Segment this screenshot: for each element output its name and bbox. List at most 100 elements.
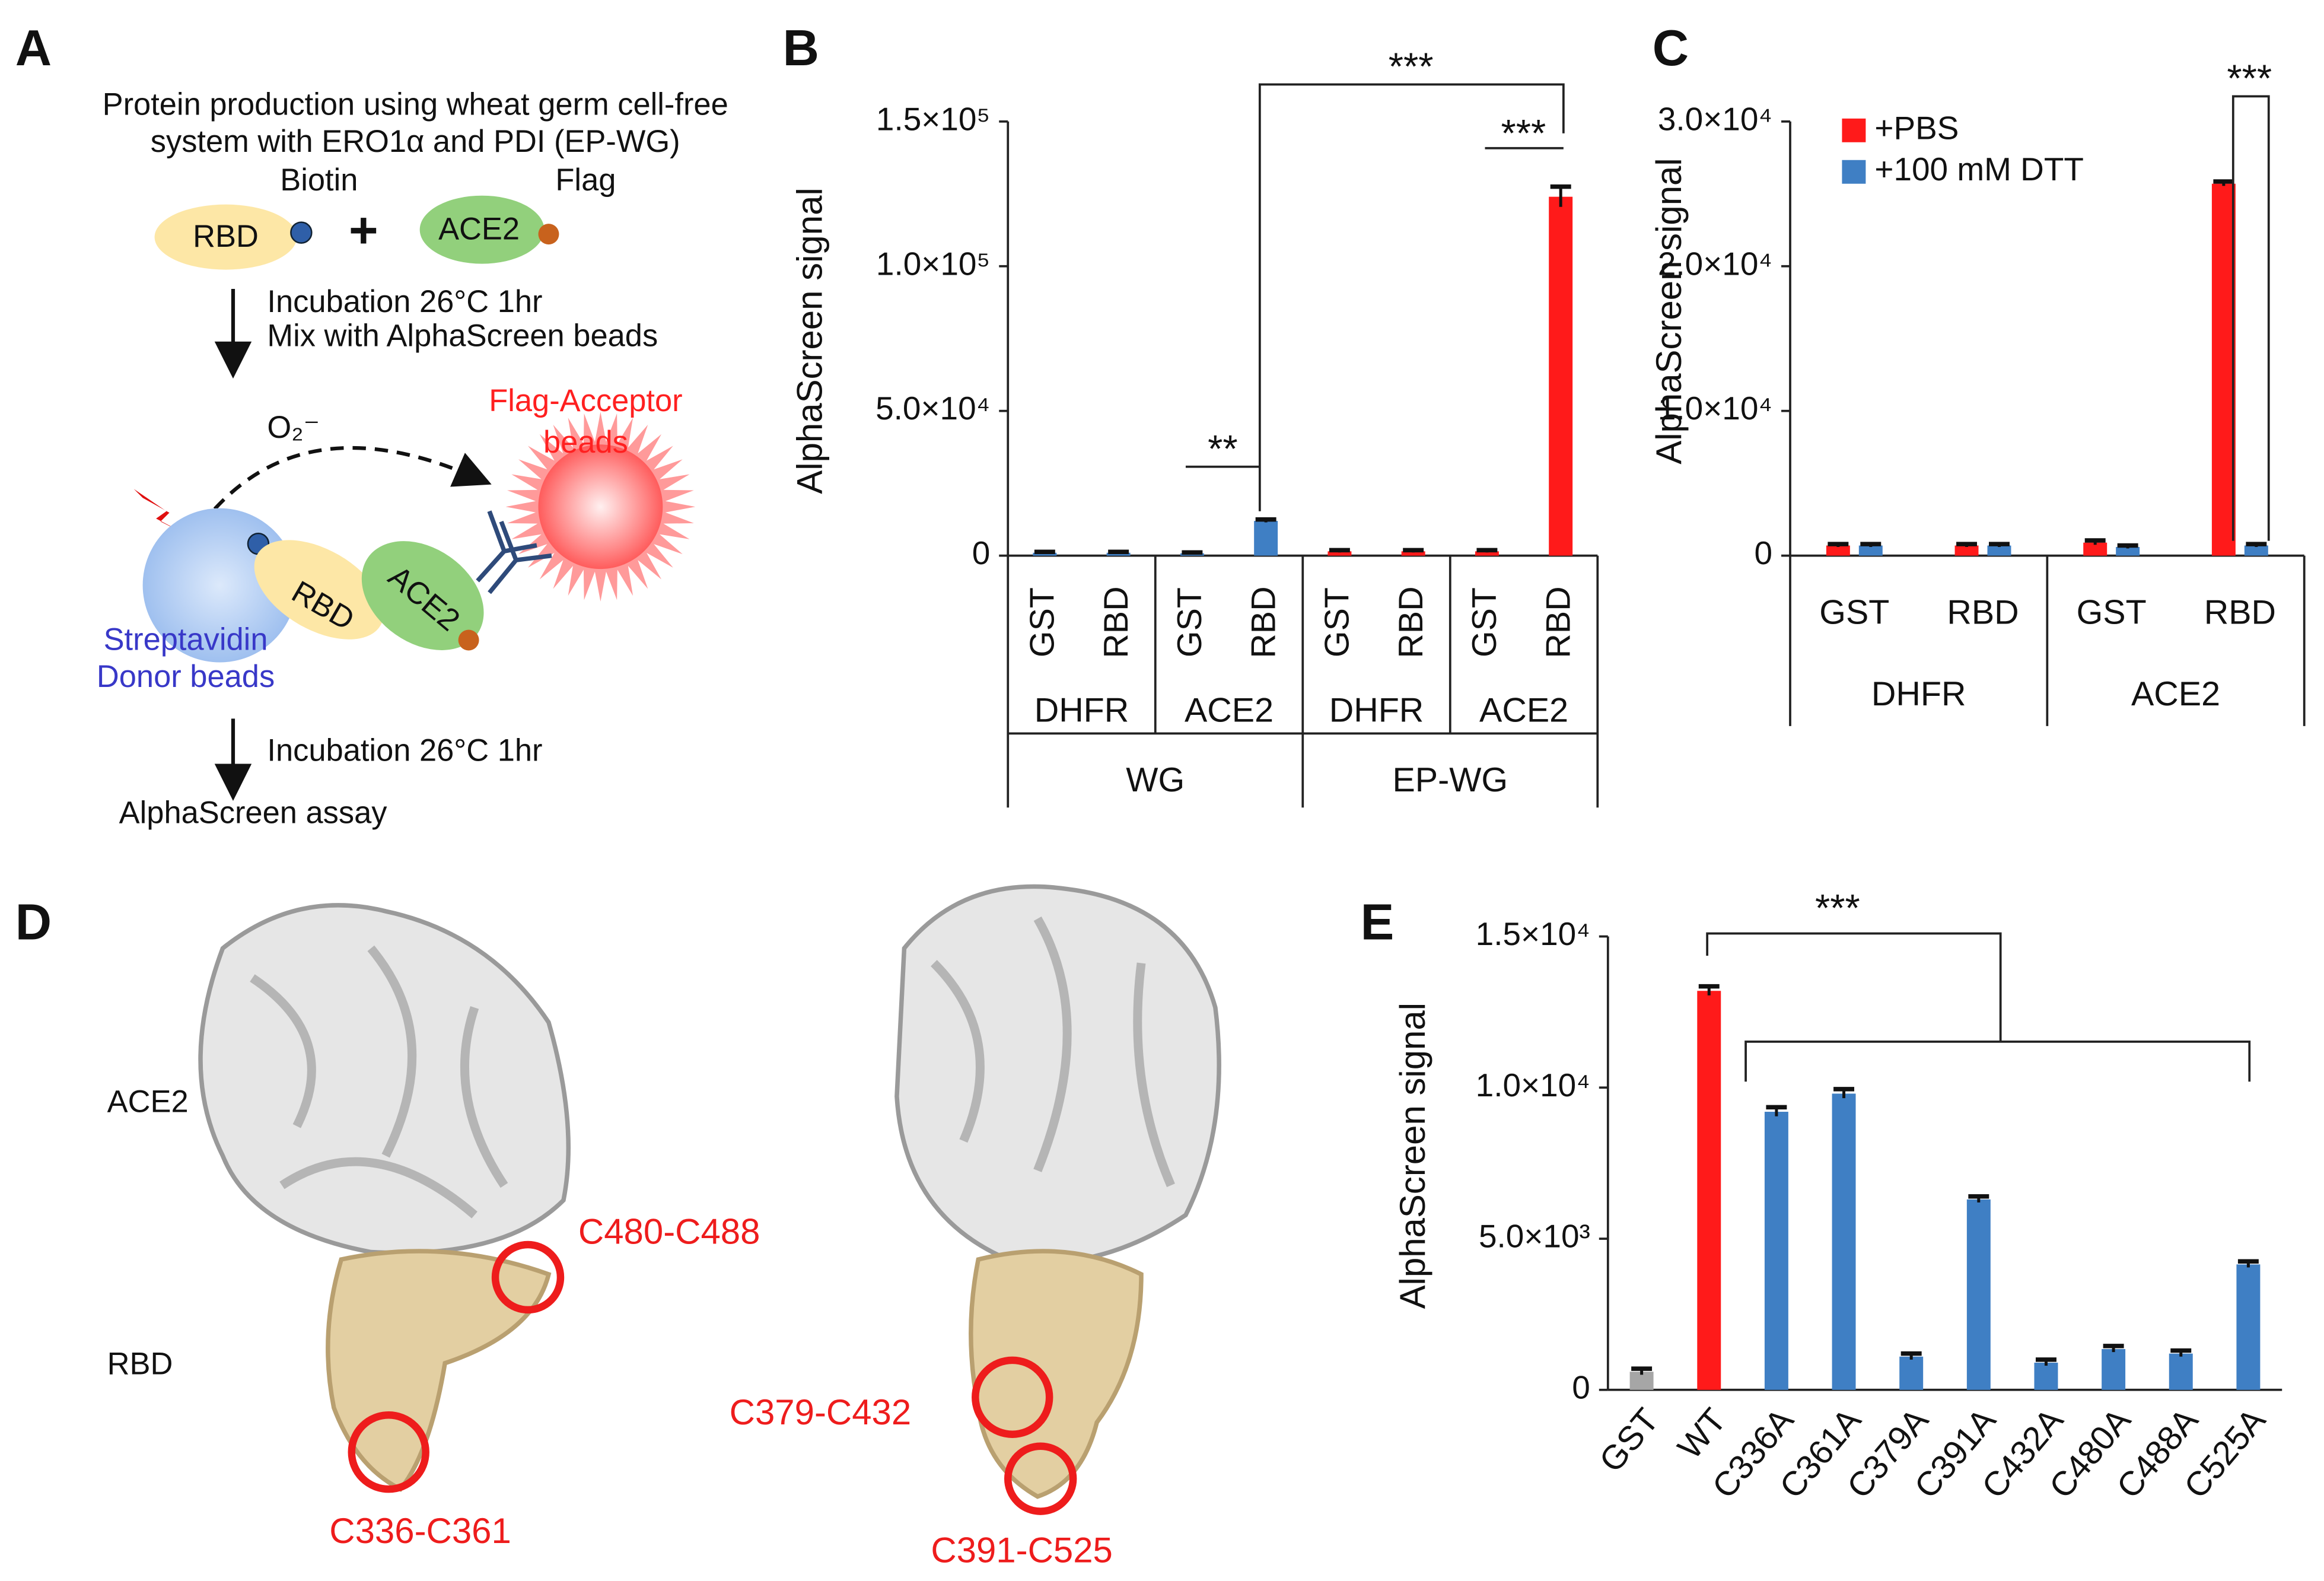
step-line: Incubation 26°C 1hr (267, 734, 542, 768)
error-bar (2170, 1348, 2192, 1357)
ace2-structure (894, 884, 1221, 1265)
bracket (2231, 95, 2270, 541)
y-axis-label: AlphaScreen signal (789, 187, 829, 494)
legend-swatch (1842, 160, 1866, 184)
bar (1327, 551, 1352, 556)
bar (1475, 551, 1499, 556)
error-bar (2084, 538, 2106, 545)
bar (1106, 552, 1131, 556)
annotation: *** (2227, 57, 2272, 100)
bracket (1744, 1040, 2251, 1082)
y-tick-label: 1.0×10⁵ (876, 245, 990, 282)
bar (2034, 1362, 2058, 1390)
error-bar (1766, 1105, 1787, 1116)
site-circle (491, 1240, 565, 1314)
bar (1966, 1199, 1991, 1390)
ribbons (250, 945, 508, 1219)
error-bar (1476, 548, 1498, 553)
error-bar (1034, 549, 1055, 555)
annotation: *** (1815, 886, 1860, 930)
step-line: Incubation 26°C 1hr (267, 285, 542, 319)
panel-label: C (1653, 20, 1689, 76)
error-bar (1900, 1351, 1922, 1360)
group-label: DHFR (1034, 692, 1129, 730)
o2-label: O₂⁻ (267, 411, 320, 445)
y-tick-label: 1.0×10⁴ (1476, 1067, 1590, 1103)
bar (1899, 1356, 1924, 1390)
ribbons (931, 916, 1175, 1188)
error-bar (2035, 1357, 2056, 1366)
rbd-structure (969, 1249, 1144, 1499)
bar (2211, 183, 2236, 556)
group-label: DHFR (1871, 675, 1966, 713)
rbd-structure (326, 1249, 552, 1492)
error-bar (1182, 550, 1203, 555)
y-tick-label: 1.5×10⁵ (876, 100, 990, 137)
x-tick-label: GST (1466, 587, 1504, 657)
ace2-structure (198, 903, 571, 1255)
site-label: C336-C361 (329, 1511, 511, 1551)
x-tick-label: RBD (1947, 594, 2019, 632)
y-axis-label: AlphaScreen signal (1393, 1003, 1432, 1309)
donor-label: Donor beads (97, 660, 275, 694)
error-bar (1631, 1366, 1653, 1375)
lightning (133, 489, 190, 537)
panel-label: A (15, 20, 52, 76)
x-tick-label: GST (1319, 587, 1357, 657)
panel-a: A Protein production using wheat germ ce… (15, 20, 728, 831)
bar (1858, 545, 1883, 556)
error-bar (1698, 984, 1720, 995)
y-axis-label: AlphaScreen signal (1649, 158, 1689, 464)
acceptor-label: Flag-Acceptor (489, 384, 682, 418)
panel-label: B (783, 20, 819, 76)
bar (1697, 991, 1721, 1390)
site-label: C391-C525 (931, 1530, 1113, 1570)
site-circle (348, 1411, 429, 1493)
rbd-label: RBD (107, 1347, 173, 1382)
dashed-arrow (199, 446, 492, 527)
error-bar (1255, 517, 1276, 523)
flag-dot (458, 629, 479, 651)
y-tick-label: 1.0×10⁴ (1658, 390, 1772, 427)
supergroup-label: WG (1126, 761, 1185, 799)
annotation: *** (1389, 45, 1434, 88)
group-label: ACE2 (2131, 675, 2220, 713)
group-label: DHFR (1329, 692, 1424, 730)
bar (2169, 1353, 2193, 1390)
step-line: Mix with AlphaScreen beads (267, 319, 658, 353)
bar (1832, 1093, 1856, 1390)
x-tick-label: RBD (2204, 594, 2276, 632)
ace2-shape (419, 195, 545, 264)
legend-label: +PBS (1874, 109, 1959, 146)
acceptor-label: beads (543, 425, 628, 460)
error-bar (2213, 179, 2234, 186)
x-tick-label: WT (1670, 1401, 1733, 1467)
bar (1987, 545, 2011, 556)
x-tick-label: GST (1024, 587, 1062, 657)
error-bar (1989, 542, 2010, 547)
ace2-shape (361, 541, 484, 650)
error-bar (1550, 184, 1571, 207)
site-circle (972, 1356, 1053, 1438)
panel-label: E (1361, 893, 1395, 950)
error-bar (1329, 548, 1350, 553)
y-tick-label: 0 (972, 535, 991, 571)
error-bar (1833, 1087, 1855, 1099)
bar (2102, 1349, 2126, 1390)
rbd-shape (154, 204, 297, 270)
bar (1549, 196, 1573, 556)
bar (1033, 552, 1057, 556)
title-line: system with ERO1α and PDI (EP-WG) (151, 125, 680, 159)
x-tick-label: RBD (1244, 586, 1282, 658)
error-bar (2237, 1259, 2259, 1268)
x-tick-label: RBD (1539, 586, 1577, 658)
legend-label: +100 mM DTT (1874, 151, 2084, 187)
legend-swatch (1842, 118, 1866, 142)
result-label: AlphaScreen assay (119, 796, 388, 831)
y-tick-label: 2.0×10⁴ (1658, 245, 1772, 282)
group-label: ACE2 (1185, 692, 1274, 730)
error-bar (1956, 542, 1978, 547)
flag-label: Flag (555, 163, 616, 198)
bar (1254, 521, 1278, 556)
